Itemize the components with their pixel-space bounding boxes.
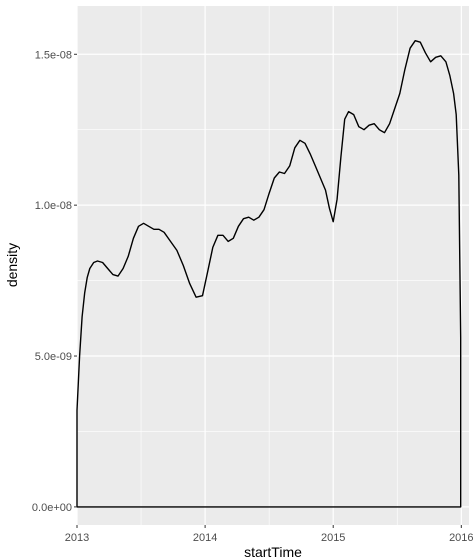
x-tick-label: 2014: [193, 532, 217, 544]
x-tick-label: 2015: [321, 532, 345, 544]
x-axis-title: startTime: [244, 544, 302, 560]
y-tick-label: 0.0e+00: [32, 502, 72, 514]
x-tick-label: 2013: [65, 532, 89, 544]
x-axis: 2013 2014 2015 2016: [65, 525, 474, 544]
panel-background: [77, 6, 469, 525]
x-tick-label: 2016: [449, 532, 473, 544]
y-axis-title: density: [4, 243, 20, 287]
y-tick-label: 1.0e-08: [35, 200, 72, 212]
y-axis: 0.0e+00 5.0e-09 1.0e-08 1.5e-08: [32, 49, 77, 514]
y-tick-label: 1.5e-08: [35, 49, 72, 61]
y-tick-label: 5.0e-09: [35, 351, 72, 363]
density-curve: [76, 40, 462, 508]
